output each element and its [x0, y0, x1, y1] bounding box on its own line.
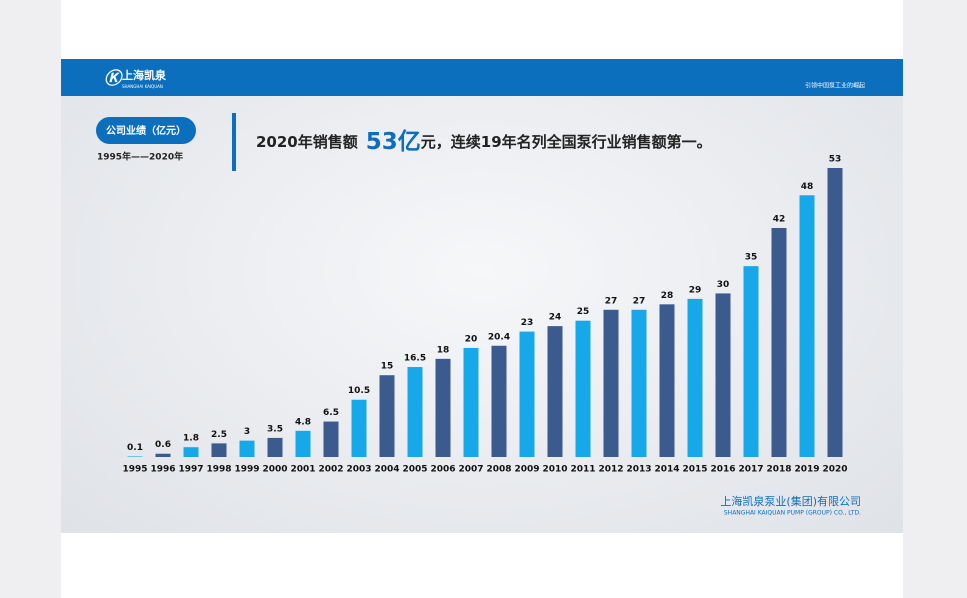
badge-period: 1995年——2020年: [97, 151, 183, 163]
value-label: 20: [465, 334, 478, 344]
value-label: 10.5: [348, 386, 370, 396]
headline-highlight: 53亿: [366, 129, 421, 155]
value-label: 25: [577, 307, 590, 317]
bar: [183, 447, 199, 457]
headline-after: 元，连续19年名列全国泵行业销售额第一。: [421, 133, 712, 151]
x-tick-label: 2006: [430, 465, 455, 475]
x-tick-label: 2020: [822, 465, 847, 475]
logo-sub: SHANGHAI KAIQUAN: [122, 84, 163, 89]
bar: [631, 309, 647, 457]
value-label: 24: [549, 313, 562, 323]
bar: [519, 331, 535, 457]
bar: [799, 195, 815, 457]
x-tick-label: 2003: [346, 465, 371, 475]
bar: [715, 293, 731, 457]
bar: [575, 320, 591, 457]
value-label: 2.5: [211, 430, 227, 440]
x-tick-label: 2016: [710, 465, 735, 475]
chart-background: [61, 96, 903, 533]
x-tick-label: 1997: [178, 465, 203, 475]
x-tick-label: 1996: [150, 465, 175, 475]
bar: [351, 399, 367, 457]
x-tick-label: 2008: [486, 465, 511, 475]
value-label: 18: [437, 345, 450, 355]
value-label: 0.1: [127, 443, 143, 453]
bar: [435, 358, 451, 457]
bar: [239, 440, 255, 457]
footer-company-en: SHANGHAI KAIQUAN PUMP (GROUP) CO., LTD.: [724, 510, 861, 517]
value-label: 6.5: [323, 408, 339, 418]
bar: [547, 326, 563, 457]
bar: [491, 345, 507, 457]
x-tick-label: 2017: [738, 465, 763, 475]
value-label: 53: [829, 155, 842, 165]
value-label: 3.5: [267, 424, 283, 434]
x-tick-label: 2014: [654, 465, 679, 475]
bar: [267, 437, 283, 457]
bar: [155, 453, 171, 457]
bar: [743, 266, 759, 457]
x-tick-label: 2010: [542, 465, 567, 475]
value-label: 4.8: [295, 417, 311, 427]
value-label: 28: [661, 291, 674, 301]
badge-label: 公司业绩（亿元）: [106, 124, 186, 137]
value-label: 23: [521, 318, 534, 328]
bar: [687, 298, 703, 457]
value-label: 0.6: [155, 440, 171, 450]
x-tick-label: 2000: [262, 465, 287, 475]
badge: [96, 117, 196, 144]
headline: 2020年销售额 53亿元，连续19年名列全国泵行业销售额第一。: [256, 129, 712, 155]
x-tick-label: 2013: [626, 465, 651, 475]
x-tick-label: 2015: [682, 465, 707, 475]
x-tick-label: 2011: [570, 465, 595, 475]
value-label: 3: [244, 427, 250, 437]
x-tick-label: 2012: [598, 465, 623, 475]
bar: [379, 375, 395, 457]
slide: [61, 0, 903, 598]
bar: [407, 367, 423, 457]
bar: [771, 227, 787, 457]
x-tick-label: 1995: [122, 465, 147, 475]
value-label: 20.4: [488, 332, 510, 342]
bar: [827, 168, 843, 457]
slogan: 引领中国泵工业的崛起: [805, 82, 865, 90]
bar: [127, 456, 143, 457]
value-label: 35: [745, 253, 758, 263]
bar: [463, 347, 479, 457]
headline-before: 2020年销售额: [256, 133, 358, 151]
value-label: 48: [801, 182, 814, 192]
logo-mark: Ⓚ: [104, 69, 124, 89]
x-tick-label: 1999: [234, 465, 259, 475]
bar: [211, 443, 227, 457]
x-tick-label: 1998: [206, 465, 231, 475]
x-tick-label: 2004: [374, 465, 399, 475]
x-tick-label: 2019: [794, 465, 819, 475]
value-label: 42: [773, 214, 786, 224]
value-label: 27: [633, 296, 646, 306]
divider: [232, 113, 236, 171]
x-tick-label: 2018: [766, 465, 791, 475]
logo-text: 上海凯泉: [122, 68, 167, 82]
value-label: 27: [605, 296, 618, 306]
bar: [295, 430, 311, 457]
x-tick-label: 2005: [402, 465, 427, 475]
bar: [659, 304, 675, 457]
x-tick-label: 2001: [290, 465, 315, 475]
bar: [323, 421, 339, 457]
x-tick-label: 2009: [514, 465, 539, 475]
value-label: 29: [689, 285, 702, 295]
value-label: 15: [381, 362, 394, 372]
footer-company: 上海凯泉泵业(集团)有限公司: [720, 494, 861, 508]
x-tick-label: 2007: [458, 465, 483, 475]
value-label: 1.8: [183, 434, 199, 444]
bar: [603, 309, 619, 457]
header-band: [61, 59, 903, 96]
value-label: 16.5: [404, 354, 426, 364]
x-tick-label: 2002: [318, 465, 343, 475]
value-label: 30: [717, 280, 730, 290]
